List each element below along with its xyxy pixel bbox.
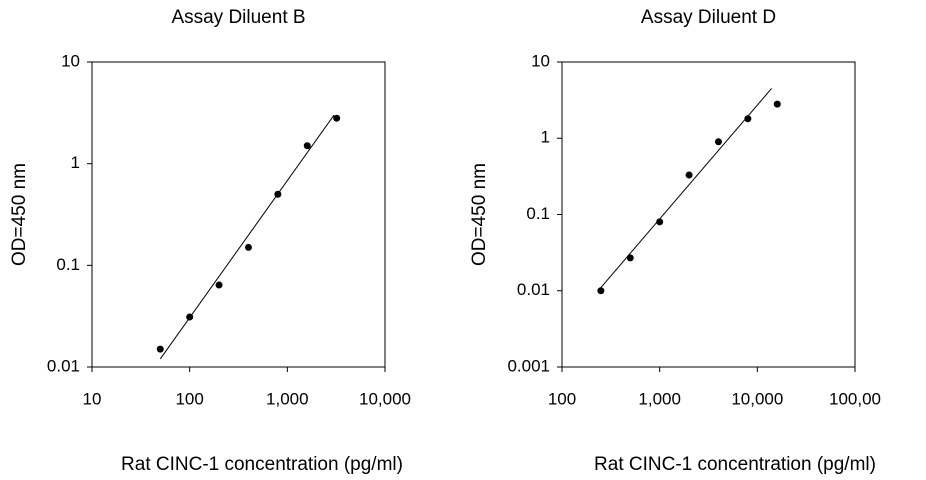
y-tick-label: 0.001: [507, 356, 550, 375]
data-point: [156, 345, 164, 353]
x-axis-label: Rat CINC-1 concentration (pg/ml): [121, 454, 403, 475]
x-tick-label: 10,000: [731, 389, 783, 408]
x-tick-label: 10: [83, 389, 102, 408]
x-tick-label: 100: [548, 389, 576, 408]
chart: Assay Diluent B Rat CINC-1 concentration …: [9, 7, 411, 475]
data-point: [244, 243, 252, 251]
y-tick-label: 0.01: [47, 356, 80, 375]
data-point: [186, 313, 194, 321]
x-tick-label: 100: [175, 389, 203, 408]
data-point: [597, 287, 605, 295]
plot-frame: [561, 61, 856, 368]
plot-frame: [91, 61, 386, 368]
y-tick-label: 0.1: [56, 255, 80, 274]
y-axis-label: OD=450 nm: [9, 163, 30, 266]
fit-line: [159, 114, 335, 360]
x-tick-label: 10,000: [359, 389, 411, 408]
data-point: [714, 138, 722, 146]
y-axis-label: OD=450 nm: [469, 163, 490, 266]
data-point: [773, 100, 781, 108]
data-point: [685, 171, 693, 179]
x-tick-label: 1,000: [266, 389, 309, 408]
x-tick-label: 1,000: [638, 389, 681, 408]
y-tick-label: 0.01: [517, 280, 550, 299]
chart: Assay Diluent D Rat CINC-1 concentration …: [469, 7, 881, 475]
data-point: [274, 190, 282, 198]
fit-line: [600, 88, 772, 288]
chart-title: Assay Diluent D: [641, 7, 776, 28]
data-point: [744, 115, 752, 123]
x-axis-label: Rat CINC-1 concentration (pg/ml): [594, 454, 876, 475]
data-point: [215, 281, 223, 289]
y-tick-label: 1: [71, 153, 80, 172]
data-point: [626, 254, 634, 262]
chart-title: Assay Diluent B: [171, 7, 305, 28]
y-tick-label: 0.1: [526, 204, 550, 223]
data-point: [303, 142, 311, 150]
y-tick-label: 10: [531, 51, 550, 70]
x-tick-label: 100,00: [829, 389, 881, 408]
y-tick-label: 1: [541, 128, 550, 147]
data-point: [333, 114, 341, 122]
y-tick-label: 10: [61, 51, 80, 70]
data-point: [656, 218, 664, 226]
